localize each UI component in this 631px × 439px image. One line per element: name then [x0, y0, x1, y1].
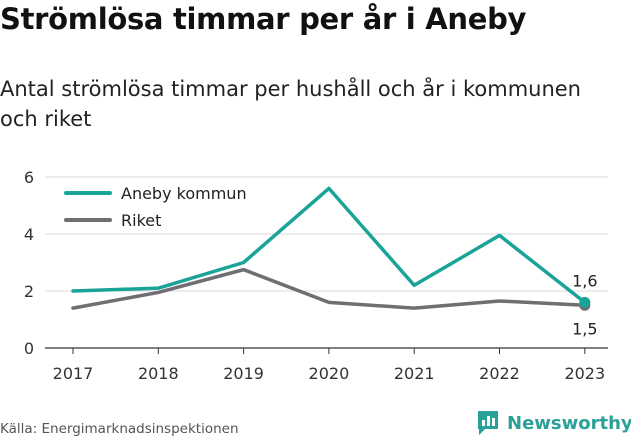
brand-logo: Newsworthy: [476, 408, 631, 438]
y-tick-label: 4: [24, 225, 34, 244]
source-note: Källa: Energimarknadsinspektionen: [0, 421, 239, 437]
legend-label: Aneby kommun: [121, 184, 247, 203]
series-line-aneby-kommun: [71, 186, 587, 305]
x-tick-label: 2022: [479, 364, 520, 383]
y-tick-label: 2: [24, 282, 34, 301]
chart-title: Strömlösa timmar per år i Aneby: [0, 2, 527, 36]
x-tick-label: 2018: [138, 364, 179, 383]
x-tick-label: 2020: [309, 364, 350, 383]
end-value-label: 1,5: [572, 319, 597, 338]
x-tick-label: 2023: [564, 364, 605, 383]
x-tick-label: 2017: [53, 364, 94, 383]
brand-name: Newsworthy: [507, 412, 631, 434]
y-tick-label: 6: [24, 168, 34, 187]
end-value-label: 1,6: [572, 271, 597, 290]
series-line-riket: [71, 267, 587, 310]
x-tick-label: 2019: [223, 364, 264, 383]
chart-subtitle: Antal strömlösa timmar per hushåll och å…: [0, 77, 581, 131]
newsworthy-logo-icon: [478, 411, 498, 435]
y-tick-label: 0: [24, 339, 34, 358]
legend-label: Riket: [121, 211, 161, 230]
line-chart: 0 2 4 6 2017 2018 2019 2020 2021 2022 2023 1,6 1,5 An…: [24, 168, 608, 383]
x-tick-label: 2021: [394, 364, 435, 383]
series-end-point: [579, 296, 591, 308]
